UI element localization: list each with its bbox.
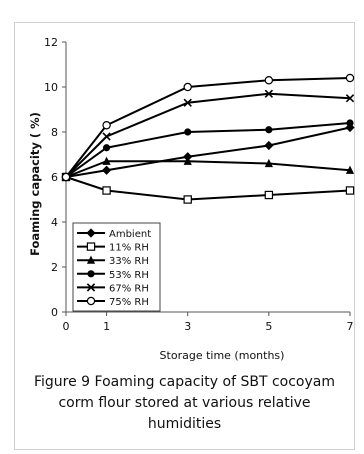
- data-point-33-rh: [183, 156, 192, 165]
- y-tick-label: 6: [51, 171, 58, 184]
- data-point-67-rh-stroke: [102, 132, 111, 141]
- data-point-53-rh: [265, 126, 273, 134]
- data-point-33-rh: [264, 158, 273, 168]
- caption-line-1: Figure 9 Foaming capacity of SBT cocoyam: [33, 374, 335, 390]
- y-axis-label: Foaming capacity ( %): [28, 112, 42, 256]
- legend-label-75-rh: 75% RH: [109, 297, 149, 308]
- data-point-33-rh: [345, 165, 355, 174]
- legend: Ambient 11% RH 33% RH 53% RH 67% RH 75% RH: [72, 222, 161, 312]
- legend-marker-53-rh: [87, 270, 95, 278]
- data-point-33-rh: [102, 156, 111, 165]
- legend-marker-33-rh: [86, 255, 96, 264]
- legend-marker-11-rh: [86, 242, 96, 251]
- data-point-67-rh: [183, 98, 192, 107]
- data-point-67-rh-stroke: [183, 98, 192, 107]
- legend-label-ambient: Ambient: [109, 229, 151, 240]
- x-tick-label: 5: [265, 320, 272, 333]
- legend-label-67-rh: 67% RH: [109, 283, 149, 294]
- legend-marker-67-rh-stroke: [86, 283, 96, 292]
- data-point-75-rh: [102, 121, 111, 130]
- data-point-53-rh: [102, 144, 111, 152]
- series-markers: [61, 73, 355, 204]
- data-point-75-rh: [264, 76, 274, 85]
- figure-frame: [14, 22, 355, 450]
- data-point-ambient: [101, 165, 112, 175]
- data-point-67-rh-stroke: [345, 94, 355, 103]
- figure-caption: Figure 9 Foaming capacity of SBT cocoyam…: [14, 372, 355, 435]
- data-point-11-rh: [345, 186, 355, 195]
- data-point-ambient: [264, 140, 274, 151]
- data-point-67-rh: [264, 89, 274, 98]
- caption-line-2: corm flour stored at various relative: [58, 395, 311, 411]
- data-point-11-rh: [264, 190, 274, 200]
- x-tick-label: 3: [184, 320, 191, 333]
- data-point-67-rh: [345, 94, 355, 103]
- legend-marker-ambient: [86, 228, 96, 238]
- legend-label-11-rh: 11% RH: [109, 243, 149, 254]
- legend-label-33-rh: 33% RH: [109, 256, 149, 267]
- data-point-53-rh: [184, 128, 192, 136]
- data-point-75-rh: [345, 73, 355, 83]
- x-tick-label: 7: [347, 320, 354, 333]
- x-tick-label: 0: [63, 320, 70, 333]
- y-tick-label: 12: [44, 36, 58, 49]
- x-axis-label: Storage time (months): [160, 349, 285, 362]
- data-point-53-rh: [346, 119, 354, 127]
- legend-marker-75-rh: [86, 296, 96, 306]
- data-point-67-rh-stroke: [264, 89, 274, 98]
- caption-line-3: humidities: [147, 416, 222, 432]
- data-point-11-rh: [102, 186, 111, 195]
- data-point-67-rh: [102, 132, 111, 141]
- legend-label-53-rh: 53% RH: [109, 270, 149, 281]
- data-point-11-rh: [183, 195, 192, 204]
- y-tick-label: 4: [51, 216, 58, 229]
- y-tick-label: 2: [51, 261, 58, 274]
- data-point-75-rh: [183, 82, 192, 92]
- x-tick-label: 1: [103, 320, 110, 333]
- chart-axes: 0 2 4 6 8 10 12 0 1 3 5 7: [44, 36, 354, 333]
- data-point-75-rh: [61, 172, 71, 182]
- legend-box: [72, 222, 161, 312]
- legend-marker-67-rh: [86, 283, 96, 292]
- y-tick-label: 10: [44, 81, 58, 94]
- y-tick-label: 8: [51, 126, 58, 139]
- y-tick-label: 0: [51, 306, 58, 319]
